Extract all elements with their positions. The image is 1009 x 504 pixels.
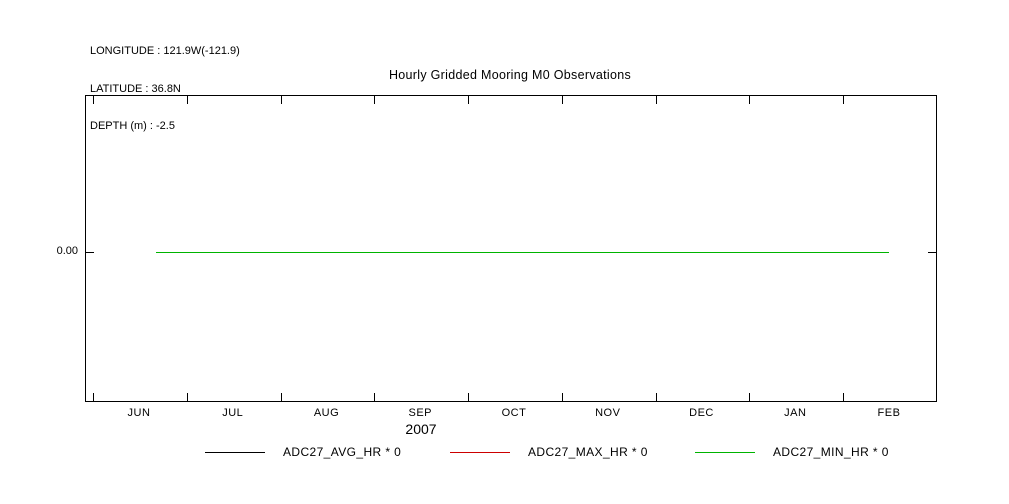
x-tick-label: JUL bbox=[222, 407, 244, 419]
x-tick-label: JAN bbox=[784, 407, 807, 419]
plot-area bbox=[85, 95, 937, 402]
x-axis-tick bbox=[561, 393, 563, 401]
legend-line-avg bbox=[205, 451, 265, 453]
data-line-min bbox=[156, 252, 889, 253]
legend-line-min bbox=[695, 451, 755, 453]
longitude-label: LONGITUDE : 121.9W(-121.9) bbox=[90, 45, 240, 57]
x-tick-label: JUN bbox=[127, 407, 151, 419]
x-axis-tick-top bbox=[186, 96, 188, 104]
x-axis-tick bbox=[655, 393, 657, 401]
x-axis-tick bbox=[749, 393, 751, 401]
metadata-block: LONGITUDE : 121.9W(-121.9) LATITUDE : 36… bbox=[90, 20, 240, 158]
x-axis-tick-top bbox=[843, 96, 845, 104]
legend-line-max bbox=[450, 451, 510, 453]
latitude-label: LATITUDE : 36.8N bbox=[90, 82, 181, 95]
x-axis-tick bbox=[280, 393, 282, 401]
x-axis-tick bbox=[374, 393, 376, 401]
x-axis-tick bbox=[186, 393, 188, 401]
y-axis-tick-label: 0.00 bbox=[56, 245, 78, 257]
legend-item-min: ADC27_MIN_HR * 0 bbox=[695, 444, 889, 460]
legend-label-avg: ADC27_AVG_HR * 0 bbox=[283, 445, 402, 459]
x-tick-label: FEB bbox=[877, 407, 901, 419]
x-axis-year-label: 2007 bbox=[405, 421, 437, 437]
y-axis-tick-left bbox=[86, 252, 94, 253]
legend-label-max: ADC27_MAX_HR * 0 bbox=[528, 445, 648, 459]
legend: ADC27_AVG_HR * 0 ADC27_MAX_HR * 0 ADC27_… bbox=[0, 444, 1009, 464]
x-axis-tick-top bbox=[374, 96, 376, 104]
x-axis-tick-top bbox=[655, 96, 657, 104]
x-tick-label: SEP bbox=[408, 407, 432, 419]
x-axis-tick-top bbox=[749, 96, 751, 104]
y-axis-tick-right bbox=[928, 252, 936, 253]
legend-item-avg: ADC27_AVG_HR * 0 bbox=[205, 444, 401, 460]
x-axis-tick-top bbox=[561, 96, 563, 104]
x-axis-tick-top bbox=[280, 96, 282, 104]
x-tick-label: DEC bbox=[689, 407, 714, 419]
x-tick-label: NOV bbox=[595, 407, 621, 419]
x-axis-tick-top bbox=[468, 96, 470, 104]
x-axis-tick bbox=[843, 393, 845, 401]
depth-label: DEPTH (m) : -2.5 bbox=[90, 120, 175, 132]
x-axis-tick bbox=[93, 393, 95, 401]
x-axis-tick-top bbox=[93, 96, 95, 104]
x-tick-label: OCT bbox=[501, 407, 527, 419]
x-tick-label: AUG bbox=[313, 407, 340, 419]
legend-label-min: ADC27_MIN_HR * 0 bbox=[773, 445, 889, 459]
x-axis-tick bbox=[468, 393, 470, 401]
legend-item-max: ADC27_MAX_HR * 0 bbox=[450, 444, 648, 460]
chart-title: Hourly Gridded Mooring M0 Observations bbox=[388, 68, 632, 82]
